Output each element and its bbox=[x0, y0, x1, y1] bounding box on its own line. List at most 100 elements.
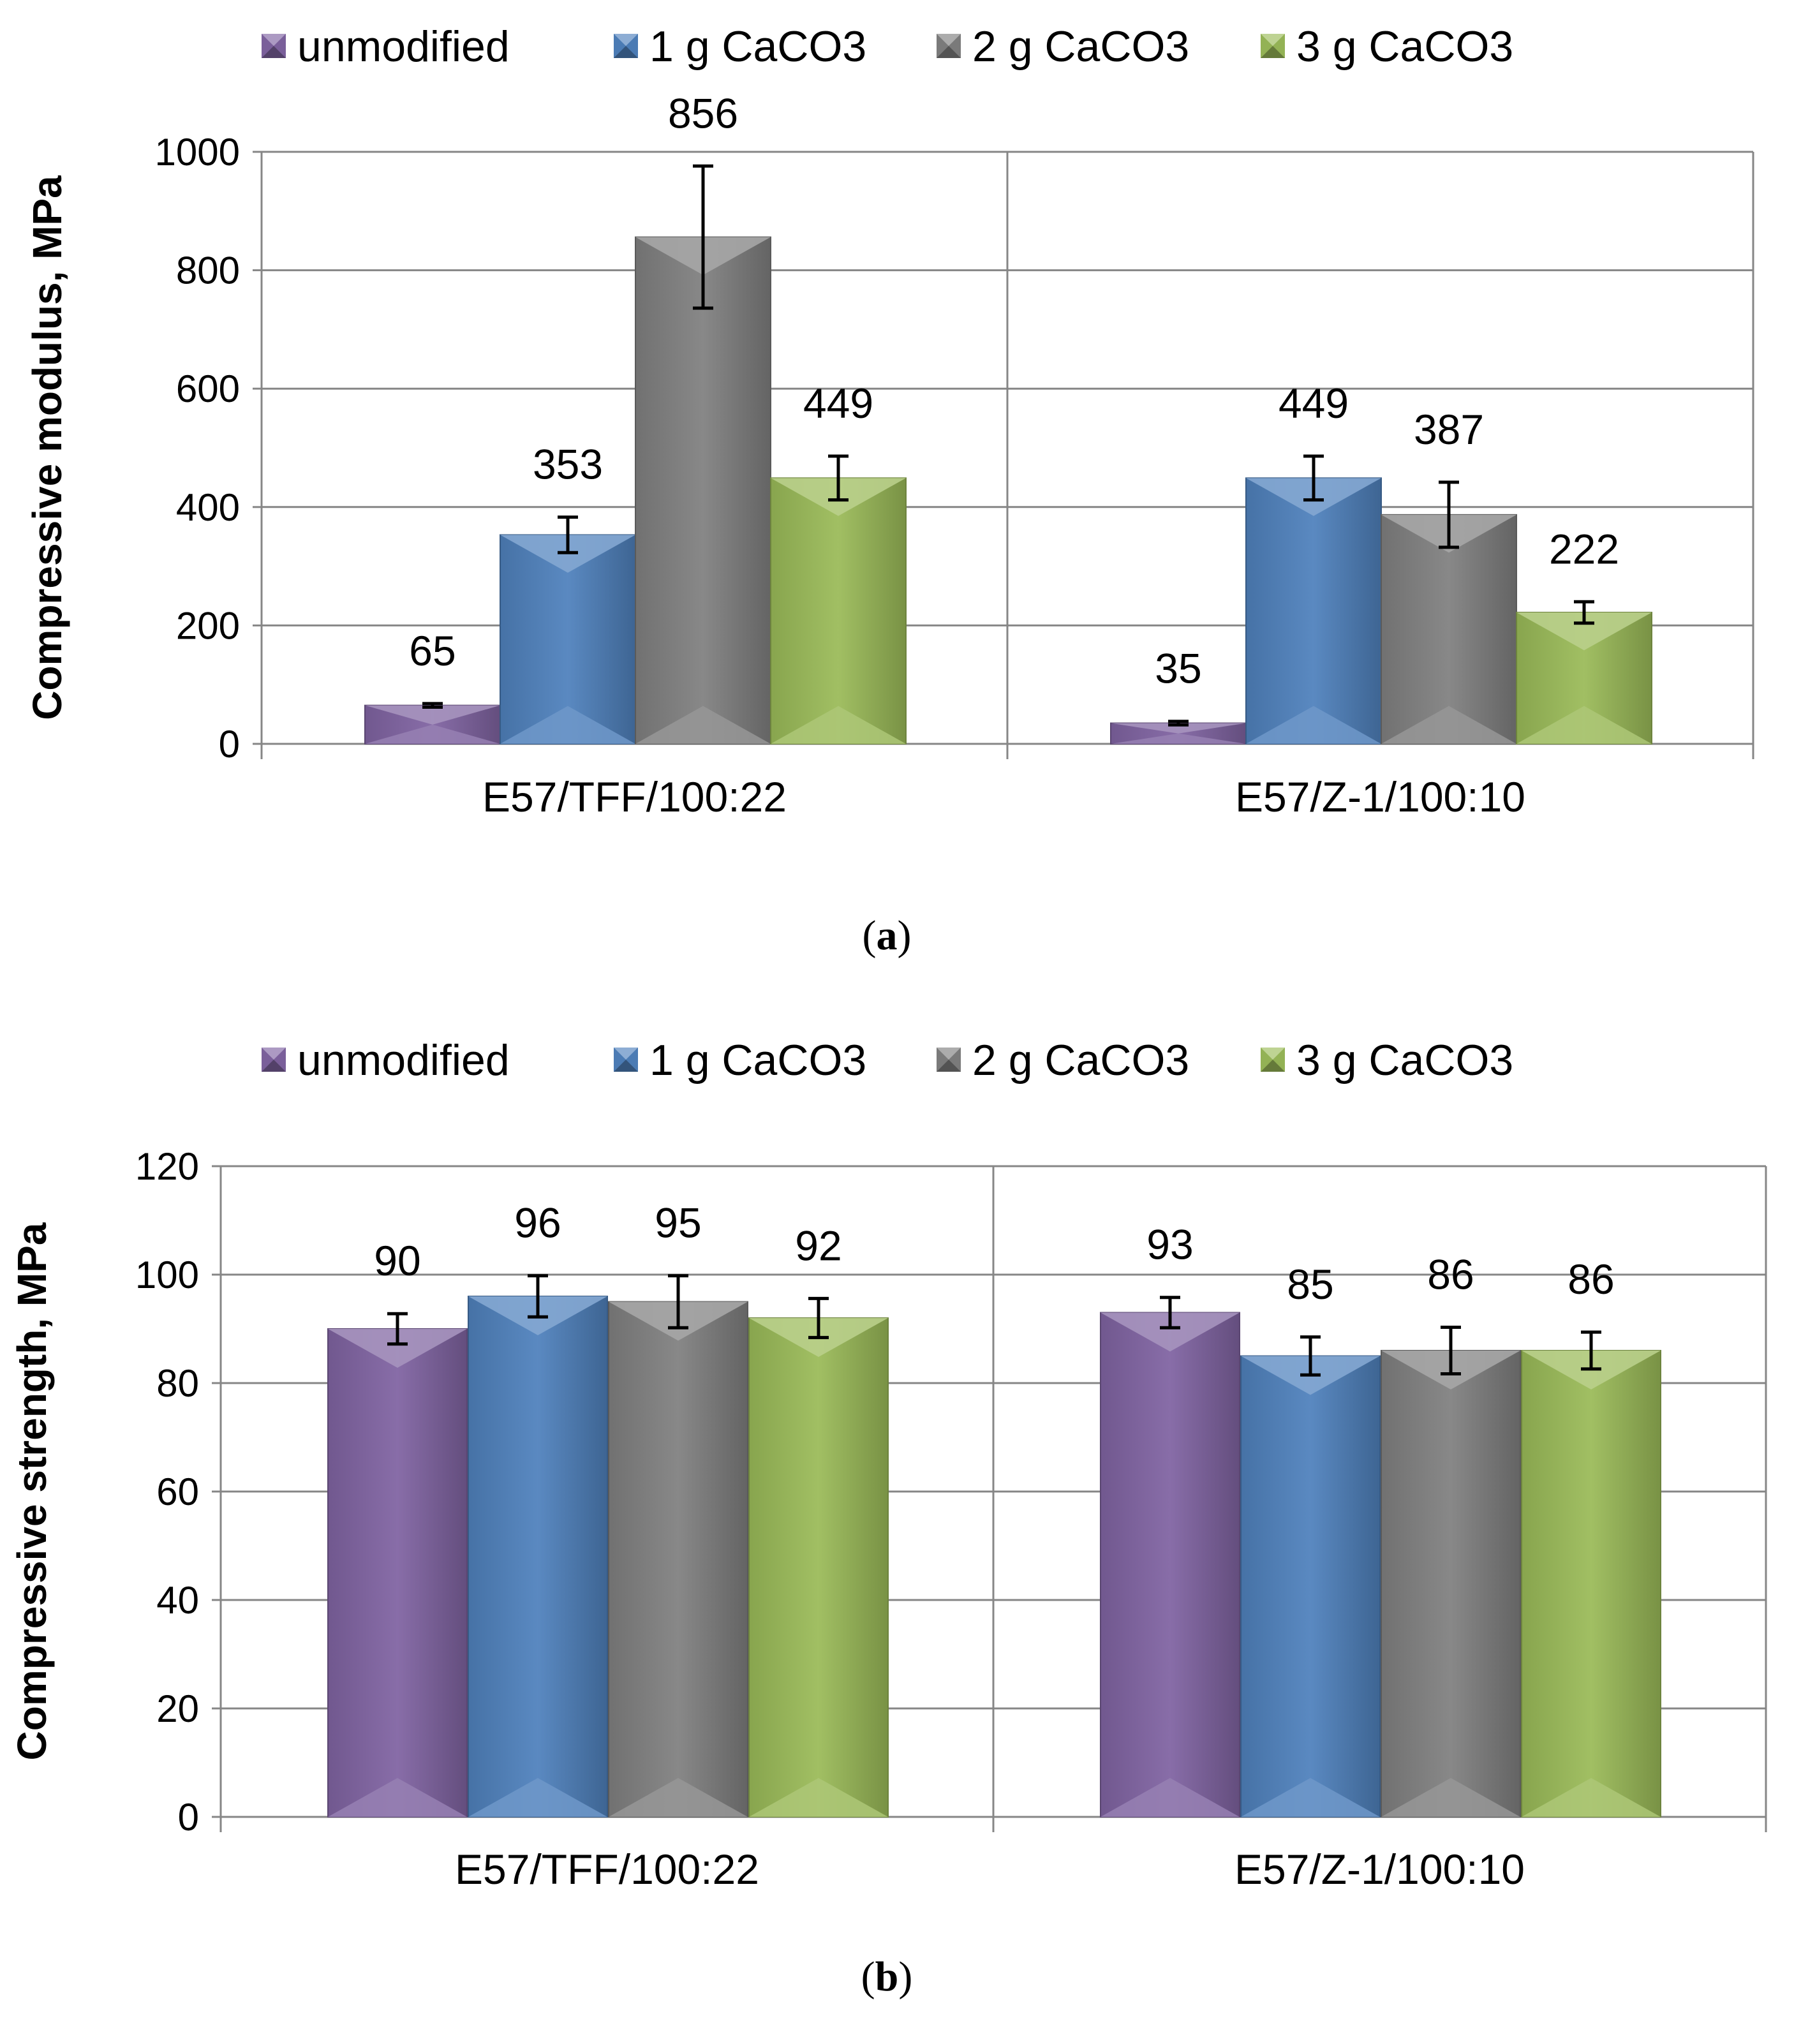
panel-b: unmodified 1 g CaCO3 2 g CaCO3 3 g CaCO3 0 20… bbox=[9, 1036, 1767, 2000]
error-bar bbox=[1574, 600, 1594, 625]
error-bar bbox=[693, 164, 713, 310]
data-label: 222 bbox=[1549, 525, 1619, 572]
error-bar bbox=[528, 1274, 548, 1319]
bevel-square-icon bbox=[614, 34, 638, 58]
bevel-square-icon bbox=[614, 1048, 638, 1072]
y-tick-label: 80 bbox=[156, 1362, 199, 1405]
error-bar bbox=[387, 1312, 408, 1346]
error-bar bbox=[1160, 1296, 1180, 1329]
error-bar bbox=[1581, 1330, 1601, 1371]
bevel-square-icon bbox=[1261, 1048, 1285, 1072]
legend: unmodified 1 g CaCO3 2 g CaCO3 3 g CaCO3 bbox=[262, 1036, 1513, 1085]
error-bar bbox=[1441, 1325, 1461, 1376]
bevel-square-icon bbox=[1261, 34, 1285, 58]
y-tick-label: 40 bbox=[156, 1579, 199, 1622]
y-axis-label: Compressive strength, MPa bbox=[9, 1222, 55, 1760]
legend-item-unmodified: unmodified bbox=[262, 22, 510, 71]
data-label: 96 bbox=[514, 1199, 561, 1247]
y-tick-label: 600 bbox=[176, 367, 240, 410]
data-label: 35 bbox=[1155, 645, 1201, 692]
x-tick-label: E57/Z-1/100:10 bbox=[1235, 773, 1525, 820]
bar-unmodified-e57-tff-100-22 bbox=[364, 704, 501, 745]
y-tick-label: 800 bbox=[176, 249, 240, 292]
legend-item-unmodified: unmodified bbox=[262, 1036, 510, 1085]
y-tick-label: 400 bbox=[176, 486, 240, 529]
x-tick-label: E57/TFF/100:22 bbox=[482, 773, 787, 820]
data-label: 449 bbox=[803, 380, 873, 427]
y-tick-label: 60 bbox=[156, 1470, 199, 1513]
error-bar bbox=[1300, 1335, 1321, 1377]
data-label: 93 bbox=[1146, 1221, 1193, 1268]
legend-item-2-g-caco3: 2 g CaCO3 bbox=[937, 1036, 1189, 1085]
bar-2-g-caco3-e57-z-1-100-10 bbox=[1381, 514, 1517, 744]
data-label: 65 bbox=[409, 627, 456, 674]
panel-caption: (b) bbox=[861, 1953, 913, 2000]
error-bar bbox=[1168, 720, 1189, 727]
bar-1-g-caco3-e57-tff-100-22 bbox=[500, 534, 636, 745]
y-tick-label: 20 bbox=[156, 1687, 199, 1730]
bar-unmodified-e57-z-1-100-10 bbox=[1100, 1312, 1240, 1818]
legend-label: unmodified bbox=[297, 22, 510, 71]
data-label: 92 bbox=[795, 1222, 841, 1269]
bar-3-g-caco3-e57-tff-100-22 bbox=[770, 477, 907, 744]
bar-2-g-caco3-e57-tff-100-22 bbox=[608, 1301, 748, 1818]
y-tick-label: 0 bbox=[219, 723, 240, 766]
legend-item-3-g-caco3: 3 g CaCO3 bbox=[1261, 22, 1513, 71]
legend-item-3-g-caco3: 3 g CaCO3 bbox=[1261, 1036, 1513, 1085]
data-label: 90 bbox=[374, 1237, 420, 1284]
bar-unmodified-e57-z-1-100-10 bbox=[1110, 722, 1247, 745]
y-tick-label: 0 bbox=[178, 1796, 199, 1839]
legend-label: 3 g CaCO3 bbox=[1296, 22, 1513, 71]
legend-item-2-g-caco3: 2 g CaCO3 bbox=[937, 22, 1189, 71]
y-tick-label: 120 bbox=[135, 1145, 199, 1188]
legend-item-1-g-caco3: 1 g CaCO3 bbox=[614, 1036, 866, 1085]
error-bar bbox=[1303, 454, 1324, 502]
bar-3-g-caco3-e57-tff-100-22 bbox=[748, 1317, 889, 1818]
bar-1-g-caco3-e57-z-1-100-10 bbox=[1240, 1355, 1381, 1818]
bar-2-g-caco3-e57-tff-100-22 bbox=[635, 236, 771, 744]
data-label: 353 bbox=[533, 441, 603, 488]
legend-label: 3 g CaCO3 bbox=[1296, 1036, 1513, 1085]
error-bar bbox=[1439, 480, 1459, 549]
bevel-square-icon bbox=[262, 1048, 286, 1072]
legend-label: 2 g CaCO3 bbox=[972, 22, 1189, 71]
y-tick-label: 200 bbox=[176, 604, 240, 647]
legend: unmodified 1 g CaCO3 2 g CaCO3 3 g CaCO3 bbox=[262, 22, 1513, 71]
x-tick-label: E57/Z-1/100:10 bbox=[1234, 1846, 1525, 1893]
error-bar bbox=[828, 454, 849, 502]
bar-1-g-caco3-e57-z-1-100-10 bbox=[1245, 477, 1382, 744]
data-label: 449 bbox=[1279, 380, 1349, 427]
legend-label: 2 g CaCO3 bbox=[972, 1036, 1189, 1085]
y-tick-label: 1000 bbox=[155, 131, 240, 174]
error-bar bbox=[558, 515, 578, 554]
data-label: 86 bbox=[1568, 1255, 1614, 1303]
legend-label: 1 g CaCO3 bbox=[649, 1036, 866, 1085]
data-label: 86 bbox=[1427, 1250, 1474, 1298]
bars bbox=[327, 1274, 1661, 1818]
bar-2-g-caco3-e57-z-1-100-10 bbox=[1381, 1350, 1521, 1818]
x-tick-label: E57/TFF/100:22 bbox=[455, 1846, 759, 1893]
bar-unmodified-e57-tff-100-22 bbox=[327, 1328, 468, 1818]
bar-1-g-caco3-e57-tff-100-22 bbox=[468, 1296, 608, 1818]
bar-3-g-caco3-e57-z-1-100-10 bbox=[1521, 1350, 1661, 1818]
y-tick-label: 100 bbox=[135, 1254, 199, 1296]
bars bbox=[364, 164, 1652, 745]
y-axis-label: Compressive modulus, MPa bbox=[24, 175, 70, 720]
data-label: 85 bbox=[1287, 1261, 1333, 1308]
legend-label: 1 g CaCO3 bbox=[649, 22, 866, 71]
bar-3-g-caco3-e57-z-1-100-10 bbox=[1516, 611, 1652, 745]
bevel-square-icon bbox=[937, 34, 961, 58]
error-bar bbox=[422, 702, 443, 709]
legend-item-1-g-caco3: 1 g CaCO3 bbox=[614, 22, 866, 71]
error-bar bbox=[668, 1274, 688, 1329]
data-label: 856 bbox=[668, 89, 738, 137]
bevel-square-icon bbox=[937, 1048, 961, 1072]
panel-caption: (a) bbox=[863, 912, 912, 959]
data-label: 95 bbox=[655, 1199, 701, 1247]
panel-a: unmodified 1 g CaCO3 2 g CaCO3 3 g CaCO3 0 20… bbox=[24, 22, 1754, 959]
error-bar bbox=[808, 1296, 829, 1340]
bevel-square-icon bbox=[262, 34, 286, 58]
legend-label: unmodified bbox=[297, 1036, 510, 1085]
data-label: 387 bbox=[1414, 406, 1484, 453]
